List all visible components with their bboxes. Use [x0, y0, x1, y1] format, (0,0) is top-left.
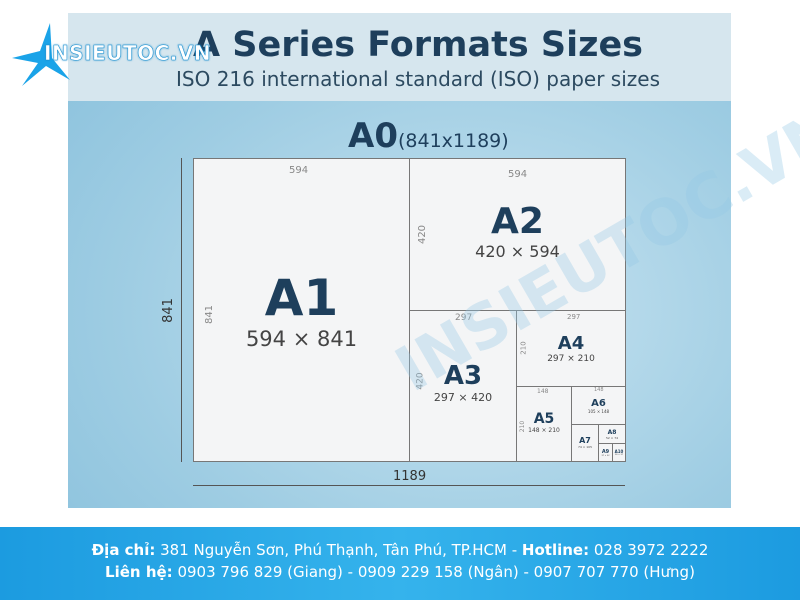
- sheet-a7: A7 74 × 105: [571, 424, 599, 462]
- a4-width: 297: [567, 313, 581, 321]
- a0-name: A0: [348, 116, 398, 156]
- contact-label: Liên hệ:: [105, 563, 173, 581]
- header-band: A Series Formats Sizes ISO 216 internati…: [68, 13, 731, 101]
- address-label: Địa chỉ:: [91, 541, 156, 559]
- a0-width-label: 1189: [393, 469, 427, 484]
- a4-name: A4: [557, 333, 585, 354]
- a3-name: A3: [443, 361, 483, 391]
- a0-height-label: 841: [160, 298, 176, 323]
- a7-dims: 74 × 105: [578, 445, 592, 449]
- a1-dims: 594 × 841: [245, 327, 358, 351]
- star-logo-icon: [12, 23, 70, 86]
- a1-width: 594: [289, 165, 309, 176]
- a2-dims: 420 × 594: [475, 242, 560, 261]
- sheet-a9: A9 37 × 52: [598, 443, 613, 462]
- hotline-label: Hotline:: [521, 541, 590, 559]
- contact-line: Liên hệ: 0903 796 829 (Giang) - 0909 229…: [0, 561, 800, 583]
- sheet-a3: A3 297 × 420 297 420: [409, 310, 517, 462]
- a2-height: 420: [417, 224, 429, 245]
- height-dimension-line: [181, 158, 182, 462]
- a3-dims: 297 × 420: [433, 391, 493, 404]
- sheet-a1: A1 594 × 841 594 841: [193, 158, 410, 462]
- a5-name: A5: [533, 411, 555, 427]
- a3-width: 297: [455, 313, 473, 323]
- sheet-a6: A6 105 × 148 148: [571, 386, 626, 425]
- a2-name: A2: [491, 201, 544, 242]
- logo: INSIEUTOC.VN: [10, 18, 230, 88]
- subtitle: ISO 216 international standard (ISO) pap…: [176, 67, 660, 91]
- contact-footer: Địa chỉ: 381 Nguyễn Sơn, Phú Thạnh, Tân …: [0, 527, 800, 600]
- a4-dims: 297 × 210: [547, 354, 595, 364]
- a7-name: A7: [579, 436, 591, 445]
- a10-dims: 26 × 37: [614, 454, 624, 456]
- a6-name: A6: [591, 398, 606, 409]
- width-dimension-line: [193, 485, 625, 486]
- a6-width: 148: [594, 387, 604, 393]
- a1-height: 841: [204, 304, 216, 325]
- a-series-infographic: A Series Formats Sizes ISO 216 internati…: [68, 13, 800, 508]
- address: 381 Nguyễn Sơn, Phú Thạnh, Tân Phú, TP.H…: [155, 541, 522, 559]
- a0-dims: (841x1189): [397, 130, 509, 152]
- hotline: 028 3972 2222: [589, 541, 709, 559]
- a2-width: 594: [508, 169, 528, 180]
- logo-text: INSIEUTOC.VN: [44, 41, 212, 66]
- a8-name: A8: [607, 429, 617, 436]
- a9-dims: 37 × 52: [601, 455, 610, 457]
- a9-name: A9: [601, 449, 610, 455]
- sheet-a2: A2 420 × 594 594 420: [409, 158, 626, 311]
- a10-name: A10: [614, 449, 624, 454]
- a5-width: 148: [537, 388, 549, 395]
- a5-height: 210: [519, 420, 527, 433]
- sheet-a8: A8 52 × 74: [598, 424, 626, 444]
- a5-dims: 148 × 210: [528, 427, 560, 434]
- title: A Series Formats Sizes: [193, 25, 644, 65]
- address-line: Địa chỉ: 381 Nguyễn Sơn, Phú Thạnh, Tân …: [0, 539, 800, 561]
- sheet-a5: A5 148 × 210 148 210: [516, 386, 572, 462]
- a6-dims: 105 × 148: [587, 409, 610, 414]
- contact-phones: 0903 796 829 (Giang) - 0909 229 158 (Ngâ…: [172, 563, 695, 581]
- a1-name: A1: [264, 269, 339, 327]
- a8-dims: 52 × 74: [605, 436, 619, 440]
- a0-label: A0(841x1189): [348, 116, 509, 156]
- sheet-a10: A10 26 × 37: [612, 443, 626, 462]
